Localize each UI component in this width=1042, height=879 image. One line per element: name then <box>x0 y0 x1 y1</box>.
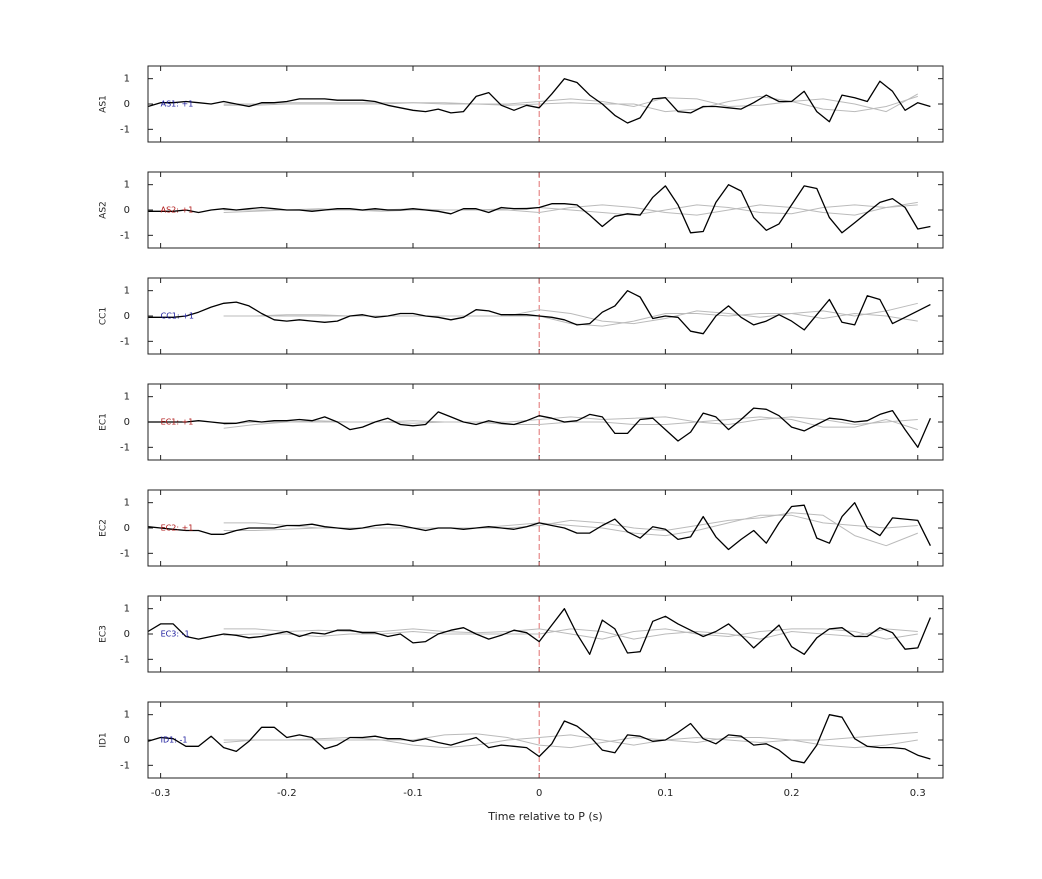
trace <box>147 608 932 655</box>
y-tick-label: 1 <box>124 604 130 615</box>
x-tick-label: -0.2 <box>277 788 297 799</box>
y-tick-label: -1 <box>120 442 130 453</box>
x-tick-label: 0.1 <box>657 788 673 799</box>
y-axis-label: EC3 <box>99 625 109 643</box>
y-tick-label: 0 <box>124 523 130 534</box>
axes-frame <box>147 383 944 461</box>
trace <box>223 313 918 327</box>
annotation: EC1: +1 <box>161 418 194 427</box>
trace <box>223 628 918 640</box>
axes-frame <box>147 171 944 249</box>
trace <box>148 407 931 448</box>
y-tick-label: 0 <box>124 735 130 746</box>
trace <box>223 302 918 325</box>
x-tick-label: -0.1 <box>403 788 423 799</box>
y-tick-label: -1 <box>120 654 130 665</box>
y-tick-label: 1 <box>124 392 130 403</box>
y-tick-label: 0 <box>124 311 130 322</box>
y-tick-label: 1 <box>124 498 130 509</box>
y-axis-label: CC1 <box>99 307 109 325</box>
y-tick-label: 0 <box>124 205 130 216</box>
trace <box>223 734 918 749</box>
annotation: AS1: +1 <box>161 100 194 109</box>
trace <box>148 184 931 234</box>
axes-frame <box>147 277 944 355</box>
y-tick-label: -1 <box>120 230 130 241</box>
trace <box>223 731 918 749</box>
y-tick-label: 1 <box>124 286 130 297</box>
y-tick-label: 0 <box>124 99 130 110</box>
annotation: EC2: +1 <box>161 524 194 533</box>
trace <box>223 93 919 113</box>
axes-frame <box>147 701 944 779</box>
trace <box>147 502 931 551</box>
y-axis-label: ID1 <box>99 732 109 747</box>
x-tick-label: -0.3 <box>151 788 171 799</box>
y-axis-label: AS1 <box>99 95 109 113</box>
trace <box>147 78 931 124</box>
y-tick-label: 0 <box>124 629 130 640</box>
trace <box>223 204 918 216</box>
trace <box>148 290 931 335</box>
trace <box>223 95 918 113</box>
y-tick-label: 1 <box>124 180 130 191</box>
y-tick-label: -1 <box>120 336 130 347</box>
trace <box>223 628 918 640</box>
x-tick-label: 0.2 <box>784 788 800 799</box>
x-tick-label: 0 <box>536 788 542 799</box>
axes-frame <box>147 489 944 567</box>
trace <box>147 714 931 764</box>
annotation: CC1: +1 <box>161 312 194 321</box>
y-tick-label: 0 <box>124 417 130 428</box>
y-tick-label: 1 <box>124 74 130 85</box>
y-tick-label: 1 <box>124 710 130 721</box>
y-tick-label: -1 <box>120 548 130 559</box>
trace <box>223 514 918 537</box>
x-axis-label: Time relative to P (s) <box>487 810 602 823</box>
annotation: AS2: +1 <box>161 206 194 215</box>
x-tick-label: 0.3 <box>910 788 926 799</box>
axes-frame <box>147 595 944 673</box>
annotation: EC3: -1 <box>161 630 190 639</box>
y-axis-label: EC1 <box>99 413 109 431</box>
axes-frame <box>147 65 944 143</box>
y-tick-label: -1 <box>120 760 130 771</box>
y-axis-label: AS2 <box>99 201 109 219</box>
annotation: ID1: -1 <box>161 736 188 745</box>
y-axis-label: EC2 <box>99 519 109 537</box>
y-tick-label: -1 <box>120 124 130 135</box>
